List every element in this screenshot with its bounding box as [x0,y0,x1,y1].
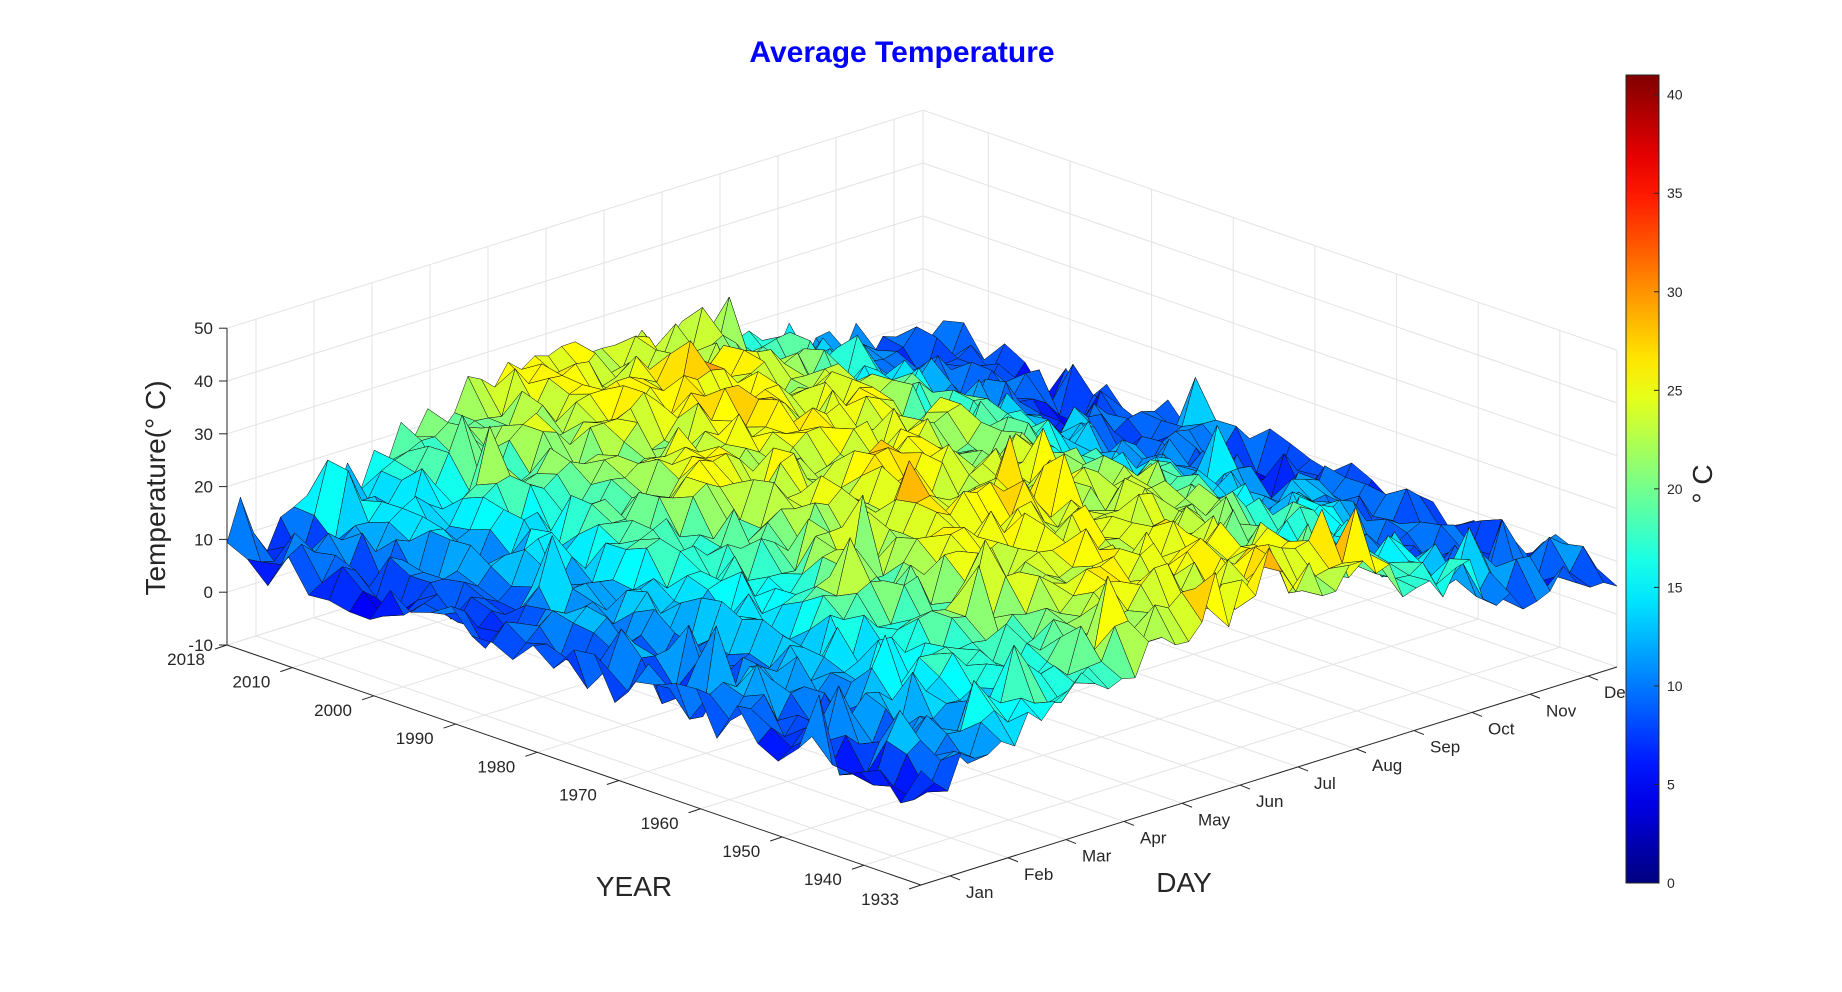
z-tick-label: 30 [194,425,213,444]
x-tick-label: Nov [1546,701,1577,720]
colorbar-tick-label: 30 [1667,284,1683,300]
y-tick [606,780,620,786]
x-tick [1007,857,1019,863]
y-tick-label: 2010 [232,673,270,692]
colorbar-tick-label: 15 [1667,579,1683,595]
tick-labels: -10 0 10 20 30 40 50 2018 2010 2000 1990 1980 1970 19… [167,319,1635,909]
y-tick-label: 1950 [722,842,760,861]
y-tick-label: 2000 [314,701,352,720]
x-tick-label: Jan [966,883,993,902]
x-tick [1471,711,1483,717]
y-tick-label: 2018 [167,650,205,669]
y-tick [525,751,538,757]
colorbar-tick-label: 40 [1667,87,1683,103]
grid-line [922,215,1618,457]
colorbar-tick-label: 10 [1667,678,1683,694]
x-tick [1239,784,1251,790]
chart-title: Average Temperature [749,36,1054,69]
colorbar-tick-label: 35 [1667,185,1683,201]
y-tick-label: 1933 [861,890,899,909]
x-tick-label: Oct [1488,719,1515,738]
z-tick-label: 0 [204,583,213,602]
grid-line [226,109,924,329]
y-tick-label: 1960 [641,814,679,833]
x-axis-label: DAY [1156,867,1212,898]
grid-line [922,268,1618,510]
y-tick [770,836,783,842]
colorbar-tick-label: 20 [1667,481,1683,497]
y-tick [851,864,865,870]
grid-line [782,618,1479,838]
grid-line [922,109,1618,351]
surface-patch [900,770,935,804]
grid-line [922,162,1618,404]
x-tick-label: May [1198,810,1231,829]
x-tick [949,875,961,881]
x-tick [1181,802,1193,808]
z-tick-label: 40 [194,372,213,391]
z-axis-label: Temperature(° C) [140,380,171,595]
x-tick-label: Mar [1082,847,1112,866]
grid-line [226,162,924,382]
colorbar-ticks: 0 5 10 15 20 25 30 35 40 [1654,87,1683,891]
colorbar-tick-label: 0 [1667,875,1675,891]
x-tick [1529,693,1541,699]
y-tick [361,695,375,701]
x-tick-label: Jun [1256,792,1283,811]
x-tick [1065,839,1077,845]
temperature-surface [226,296,1618,804]
x-tick-label: Sep [1430,738,1460,757]
y-tick-label: 1980 [477,757,515,776]
z-tick-label: 50 [194,319,213,338]
x-tick [1413,730,1425,736]
z-tick-label: -10 [188,636,213,655]
colorbar-gradient [1625,74,1660,884]
y-axis-line [226,644,922,886]
colorbar-label: ° C [1687,464,1718,503]
colorbar: 0 5 10 15 20 25 30 35 40 ° C [1625,74,1718,891]
grid-line [863,646,1560,866]
y-tick [214,644,228,650]
y-tick-label: 1940 [804,870,842,889]
colorbar-tick-label: 25 [1667,382,1683,398]
grid-line [313,617,1009,859]
y-tick [443,723,456,729]
colorbar-tick-label: 5 [1667,776,1675,792]
y-tick-label: 1970 [559,786,597,805]
y-tick [688,808,701,814]
z-tick-label: 10 [194,530,213,549]
y-tick-label: 1990 [396,729,434,748]
x-axis-line [920,666,1618,886]
x-tick [1297,766,1309,772]
x-tick-label: Jul [1314,774,1336,793]
x-tick [1123,820,1135,826]
x-tick-label: Apr [1140,828,1167,847]
grid-line [226,215,924,435]
z-tick-label: 20 [194,478,213,497]
x-tick [1587,675,1599,681]
x-tick [1355,748,1367,754]
y-tick [908,884,922,890]
x-tick-label: Aug [1372,756,1402,775]
y-tick [280,667,293,673]
grid-line [255,635,951,877]
y-axis-label: YEAR [596,871,672,902]
x-tick-label: Feb [1024,865,1053,884]
